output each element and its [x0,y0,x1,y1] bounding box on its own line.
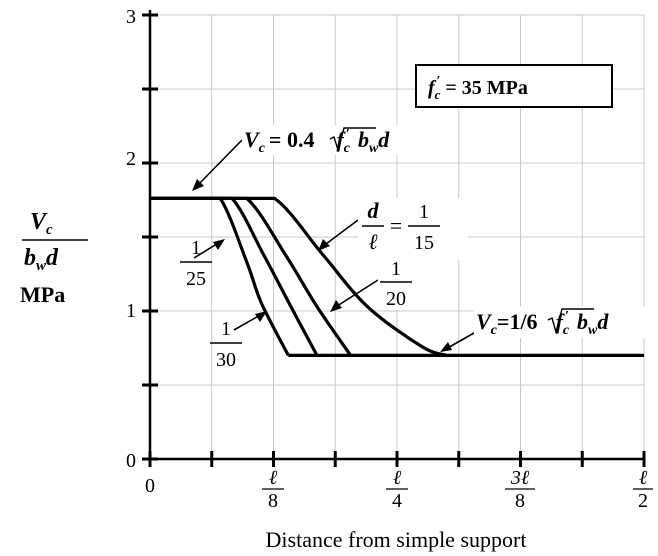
y-tick-label: 0 [126,450,136,472]
ratio-den: ℓ [368,229,378,254]
x-tick-den: 4 [392,490,402,512]
ratio-15-annotation: d ℓ = 1 15 [318,198,468,260]
upper-formula-annotation: Vc = 0.4 fc′ bwd [192,125,432,191]
fc-box [415,64,613,108]
fc-text: fc′ = 35 MPa [428,74,528,102]
x-tick-fraction: ℓ 4 [386,467,408,512]
series-group [150,196,644,357]
ratio-num: 1 [391,258,401,280]
x-tick-num: ℓ [639,467,648,489]
ratio-num: 1 [191,237,201,259]
series-line-0 [150,196,290,357]
ratio-num: d [368,198,380,223]
leader-line [321,219,359,248]
ratio-30-annotation: 1 30 [210,311,267,371]
ratio-20-annotation: 1 20 [330,258,414,312]
y-axis-title: Vc bwd MPa [20,209,88,307]
x-tick-fraction: ℓ 2 [633,467,653,512]
x-tick-den: 2 [638,490,648,512]
y-title-denominator: bwd [24,245,59,274]
arrow-head [318,239,330,251]
x-tick-den: 8 [268,490,278,512]
ratio-den: 20 [386,288,406,310]
tick-marks [142,13,646,467]
x-tick-fraction: ℓ 8 [262,467,284,512]
lower-formula-annotation: Vc=1/6 fc′ bwd [440,306,649,352]
sqrt-sign [547,308,594,335]
series-line-3 [150,196,447,357]
series-line-1 [150,196,319,357]
x-tick-fraction: 3ℓ 8 [505,467,535,512]
y-tick-label: 2 [126,148,136,170]
ratio-bg [358,198,468,260]
x-tick-labels: 0 ℓ 8 ℓ 4 3ℓ 8 ℓ 2 [145,467,653,512]
y-tick-label: 1 [126,300,136,322]
x-tick-num: 3ℓ [510,467,530,489]
leader-line [333,279,379,309]
y-title-unit: MPa [20,282,65,307]
y-tick-labels: 0 1 2 3 [126,6,136,472]
y-tick-label: 3 [126,6,136,28]
fc-annotation: fc′ = 35 MPa [415,64,613,108]
arrow-head [255,311,267,322]
x-axis-title: Distance from simple support [266,527,527,552]
series-line-2 [150,196,352,357]
y-title-numerator: Vc [30,209,53,238]
formula-bg [242,125,432,155]
ratio-bg [378,258,414,310]
ratio-25-annotation: 1 25 [180,237,225,290]
x-tick-label: 0 [145,475,155,497]
arrow-head [330,300,342,312]
x-tick-num: ℓ [269,467,278,489]
ratio-den: 25 [186,268,206,290]
lower-formula-text: Vc=1/6 fc′ bwd [476,309,609,338]
ratio-den: 15 [414,232,434,254]
x-tick-num: ℓ [393,467,402,489]
sqrt-sign [329,127,376,153]
ratio-num: 1 [221,318,231,340]
ratio-eq: = [390,213,402,238]
arrow-head [213,239,225,250]
x-tick-den: 8 [515,490,525,512]
leader-line [195,139,243,188]
ratio-den: 30 [216,349,236,371]
arrow-head [192,179,204,191]
ratio-num: 1 [419,201,429,223]
arrow-head [440,342,452,352]
